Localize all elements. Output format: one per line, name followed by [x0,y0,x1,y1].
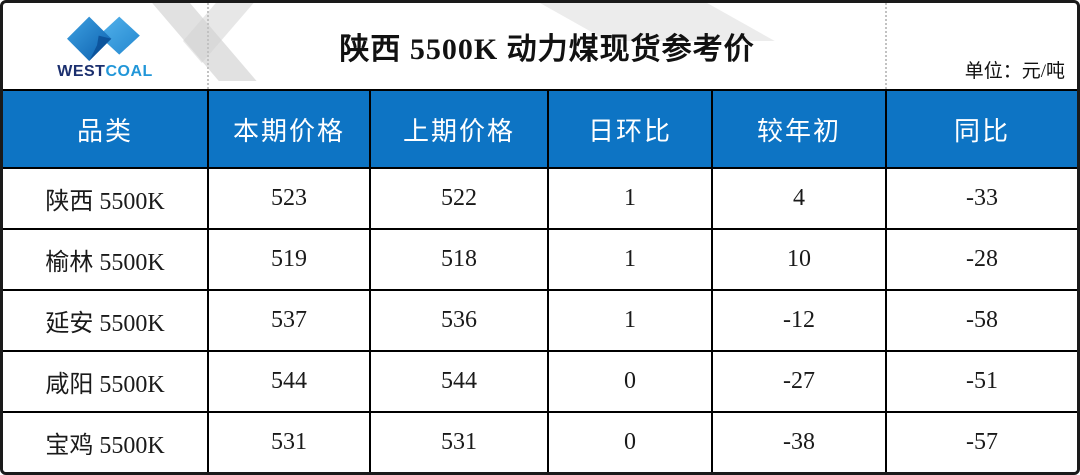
value-cell: 1 [547,169,711,228]
value-cell: 523 [207,169,369,228]
value-cell: 531 [207,413,369,472]
value-cell: 1 [547,291,711,350]
value-cell: 1 [547,230,711,289]
value-cell: 519 [207,230,369,289]
westcoal-logo-icon [67,16,140,61]
value-cell: 544 [369,352,547,411]
table-row: 宝鸡 5500K 531 531 0 -38 -57 [3,411,1077,472]
column-header-daily-change: 日环比 [547,91,711,167]
column-header-previous-price: 上期价格 [369,91,547,167]
value-cell: 10 [711,230,885,289]
value-cell: -28 [885,230,1077,289]
brand-name-coal: COAL [105,63,153,80]
unit-label: 单位：元/吨 [964,61,1065,82]
category-cell: 延安 5500K [45,311,165,337]
value-cell: -51 [885,352,1077,411]
table-row: 延安 5500K 537 536 1 -12 -58 [3,289,1077,350]
value-cell: 537 [207,291,369,350]
value-cell: 518 [369,230,547,289]
value-cell: 522 [369,169,547,228]
table-header-row: 品类 本期价格 上期价格 日环比 较年初 同比 [3,89,1077,167]
page-title: 陕西 5500K 动力煤现货参考价 [339,33,755,66]
title-section: 陕西 5500K 动力煤现货参考价 [207,3,885,89]
category-cell: 榆林 5500K [45,250,165,276]
value-cell: -58 [885,291,1077,350]
brand-name: WESTCOAL [57,63,153,81]
column-header-yoy-change: 同比 [885,91,1077,167]
value-cell: -57 [885,413,1077,472]
brand-name-west: WEST [57,63,106,80]
value-cell: 531 [369,413,547,472]
value-cell: -33 [885,169,1077,228]
value-cell: 4 [711,169,885,228]
value-cell: -38 [711,413,885,472]
unit-section: 单位：元/吨 [885,3,1077,89]
card-header: WESTCOAL 陕西 5500K 动力煤现货参考价 单位：元/吨 [3,3,1077,89]
value-cell: 0 [547,413,711,472]
table-row: 咸阳 5500K 544 544 0 -27 -51 [3,350,1077,411]
value-cell: 0 [547,352,711,411]
category-cell: 咸阳 5500K [45,372,165,398]
column-header-current-price: 本期价格 [207,91,369,167]
category-cell: 陕西 5500K [45,189,165,215]
category-cell: 宝鸡 5500K [45,433,165,459]
value-cell: -12 [711,291,885,350]
value-cell: 544 [207,352,369,411]
column-header-ytd-change: 较年初 [711,91,885,167]
table-row: 榆林 5500K 519 518 1 10 -28 [3,228,1077,289]
value-cell: 536 [369,291,547,350]
column-header-category: 品类 [76,116,133,146]
table-row: 陕西 5500K 523 522 1 4 -33 [3,167,1077,228]
brand-logo: WESTCOAL [3,3,207,89]
value-cell: -27 [711,352,885,411]
